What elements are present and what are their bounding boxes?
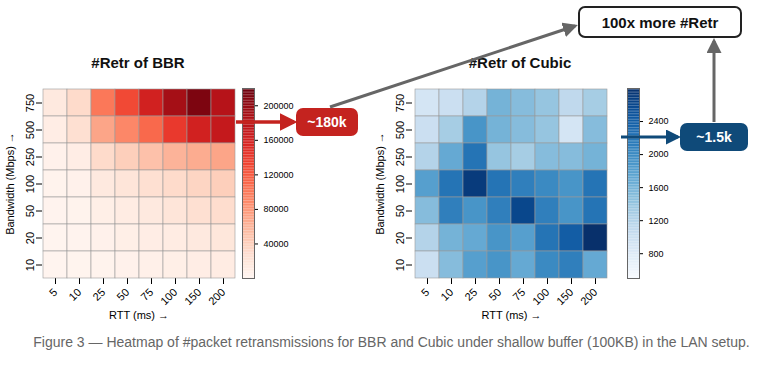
svg-text:Bandwidth (Mbps) →: Bandwidth (Mbps) → <box>374 132 386 235</box>
svg-text:200: 200 <box>206 286 227 307</box>
html-text:#Retr of BBR: #Retr of BBR <box>91 54 185 71</box>
svg-text:1200: 1200 <box>649 216 669 226</box>
svg-text:10: 10 <box>66 286 83 303</box>
svg-text:20: 20 <box>24 232 36 244</box>
svg-text:500: 500 <box>24 121 36 139</box>
svg-text:200: 200 <box>578 286 599 307</box>
svg-text:50: 50 <box>24 205 36 217</box>
svg-text:250: 250 <box>24 148 36 166</box>
svg-text:120000: 120000 <box>264 170 294 180</box>
svg-text:50: 50 <box>486 286 503 303</box>
svg-text:750: 750 <box>394 94 406 112</box>
svg-text:75: 75 <box>138 286 155 303</box>
svg-text:2000: 2000 <box>649 149 669 159</box>
html-text:~1.5k: ~1.5k <box>696 129 732 145</box>
svg-text:Bandwidth (Mbps) →: Bandwidth (Mbps) → <box>4 132 16 235</box>
svg-text:10: 10 <box>24 259 36 271</box>
svg-text:100: 100 <box>394 175 406 193</box>
svg-text:50: 50 <box>114 286 131 303</box>
svg-text:5: 5 <box>419 286 432 299</box>
svg-text:200000: 200000 <box>264 101 294 111</box>
html-text:100x more #Retr: 100x more #Retr <box>601 13 719 31</box>
svg-text:100: 100 <box>530 286 551 307</box>
svg-text:80000: 80000 <box>264 204 289 214</box>
svg-text:750: 750 <box>24 94 36 112</box>
svg-text:150: 150 <box>182 286 203 307</box>
svg-text:10: 10 <box>394 259 406 271</box>
svg-text:25: 25 <box>462 286 479 303</box>
svg-text:20: 20 <box>394 232 406 244</box>
svg-text:40000: 40000 <box>264 239 289 249</box>
svg-text:500: 500 <box>394 121 406 139</box>
svg-text:5: 5 <box>47 286 60 299</box>
svg-text:800: 800 <box>649 249 664 259</box>
svg-text:50: 50 <box>394 205 406 217</box>
svg-text:100: 100 <box>24 175 36 193</box>
svg-text:10: 10 <box>438 286 455 303</box>
svg-text:160000: 160000 <box>264 135 294 145</box>
html-text:~180k: ~180k <box>307 114 347 130</box>
svg-text:RTT (ms) →: RTT (ms) → <box>109 309 169 321</box>
html-text:#Retr of Cubic: #Retr of Cubic <box>468 54 572 71</box>
svg-text:1600: 1600 <box>649 183 669 193</box>
svg-text:75: 75 <box>510 286 527 303</box>
svg-text:25: 25 <box>90 286 107 303</box>
svg-text:150: 150 <box>554 286 575 307</box>
svg-text:RTT (ms) →: RTT (ms) → <box>481 309 541 321</box>
svg-text:2400: 2400 <box>649 116 669 126</box>
html-text:Figure 3 — Heatmap of #packet: Figure 3 — Heatmap of #packet retransmis… <box>33 334 750 350</box>
svg-text:100: 100 <box>158 286 179 307</box>
svg-text:250: 250 <box>394 148 406 166</box>
